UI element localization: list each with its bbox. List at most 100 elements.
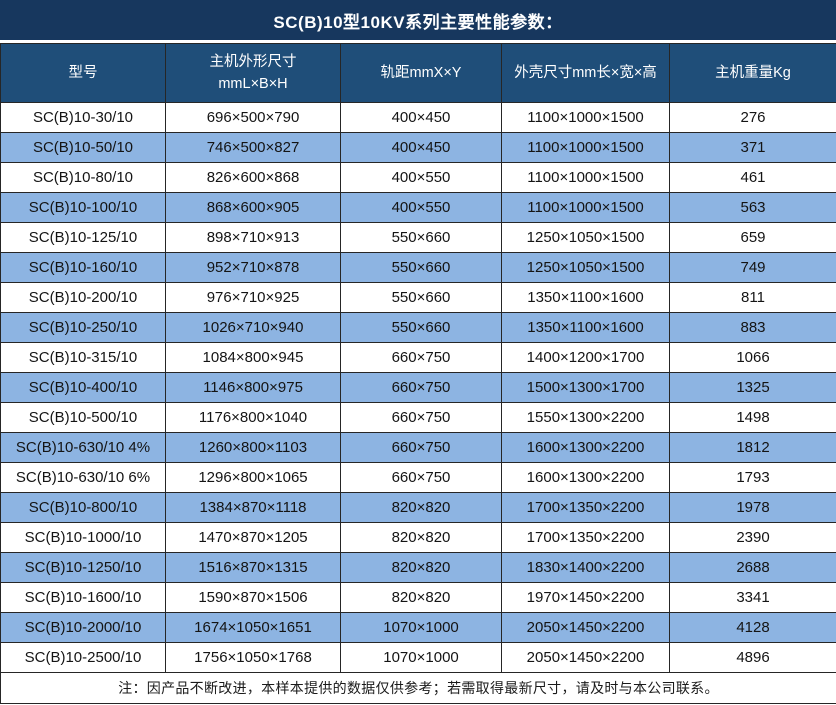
host-weight-cell: 883 xyxy=(670,313,836,343)
table-row: SC(B)10-100/10868×600×905400×5501100×100… xyxy=(1,193,836,223)
shell-dimensions-cell: 2050×1450×2200 xyxy=(502,643,670,673)
shell-dimensions-cell: 1250×1050×1500 xyxy=(502,223,670,253)
rail-gauge-cell: 400×450 xyxy=(341,103,502,133)
disclaimer-note: 注：因产品不断改进，本样本提供的数据仅供参考；若需取得最新尺寸，请及时与本公司联… xyxy=(1,673,836,704)
host-dimensions-cell: 1674×1050×1651 xyxy=(166,613,341,643)
model-cell: SC(B)10-125/10 xyxy=(1,223,166,253)
table-row: SC(B)10-80/10826×600×868400×5501100×1000… xyxy=(1,163,836,193)
rail-gauge-cell: 820×820 xyxy=(341,493,502,523)
host-weight-cell: 371 xyxy=(670,133,836,163)
table-row: SC(B)10-2000/101674×1050×16511070×100020… xyxy=(1,613,836,643)
shell-dimensions-cell: 1100×1000×1500 xyxy=(502,133,670,163)
shell-dimensions-cell: 1250×1050×1500 xyxy=(502,253,670,283)
table-row: SC(B)10-800/101384×870×1118820×8201700×1… xyxy=(1,493,836,523)
column-header-model: 型号 xyxy=(1,44,166,103)
model-cell: SC(B)10-200/10 xyxy=(1,283,166,313)
rail-gauge-cell: 400×550 xyxy=(341,163,502,193)
shell-dimensions-cell: 1550×1300×2200 xyxy=(502,403,670,433)
shell-dimensions-cell: 1600×1300×2200 xyxy=(502,463,670,493)
host-weight-cell: 1325 xyxy=(670,373,836,403)
host-dimensions-cell: 952×710×878 xyxy=(166,253,341,283)
table-row: SC(B)10-315/101084×800×945660×7501400×12… xyxy=(1,343,836,373)
host-weight-cell: 1066 xyxy=(670,343,836,373)
shell-dimensions-cell: 1400×1200×1700 xyxy=(502,343,670,373)
table-row: SC(B)10-1600/101590×870×1506820×8201970×… xyxy=(1,583,836,613)
table-row: SC(B)10-1000/101470×870×1205820×8201700×… xyxy=(1,523,836,553)
host-weight-cell: 461 xyxy=(670,163,836,193)
shell-dimensions-cell: 1830×1400×2200 xyxy=(502,553,670,583)
column-header-shell-dimensions: 外壳尺寸mm长×宽×高 xyxy=(502,44,670,103)
host-dimensions-cell: 826×600×868 xyxy=(166,163,341,193)
rail-gauge-cell: 660×750 xyxy=(341,373,502,403)
host-dimensions-cell: 1756×1050×1768 xyxy=(166,643,341,673)
host-dimensions-cell: 1516×870×1315 xyxy=(166,553,341,583)
table-row: SC(B)10-630/10 6%1296×800×1065660×750160… xyxy=(1,463,836,493)
model-cell: SC(B)10-400/10 xyxy=(1,373,166,403)
host-dimensions-cell: 696×500×790 xyxy=(166,103,341,133)
host-dimensions-cell: 1296×800×1065 xyxy=(166,463,341,493)
spec-table-header: 型号 主机外形尺寸 mmL×B×H 轨距mmX×Y 外壳尺寸mm长×宽×高 主机… xyxy=(1,44,836,103)
model-cell: SC(B)10-1600/10 xyxy=(1,583,166,613)
model-cell: SC(B)10-2000/10 xyxy=(1,613,166,643)
spec-sheet-page: SC(B)10型10KV系列主要性能参数： 型号 主机外形尺寸 mmL×B×H … xyxy=(0,0,836,705)
host-dimensions-cell: 868×600×905 xyxy=(166,193,341,223)
column-header-host-weight: 主机重量Kg xyxy=(670,44,836,103)
spec-table: 型号 主机外形尺寸 mmL×B×H 轨距mmX×Y 外壳尺寸mm长×宽×高 主机… xyxy=(0,43,836,704)
shell-dimensions-cell: 1500×1300×1700 xyxy=(502,373,670,403)
shell-dimensions-cell: 1350×1100×1600 xyxy=(502,283,670,313)
table-row: SC(B)10-125/10898×710×913550×6601250×105… xyxy=(1,223,836,253)
rail-gauge-cell: 1070×1000 xyxy=(341,613,502,643)
host-dimensions-cell: 1176×800×1040 xyxy=(166,403,341,433)
table-row: SC(B)10-250/101026×710×940550×6601350×11… xyxy=(1,313,836,343)
table-row: SC(B)10-2500/101756×1050×17681070×100020… xyxy=(1,643,836,673)
host-weight-cell: 3341 xyxy=(670,583,836,613)
model-cell: SC(B)10-800/10 xyxy=(1,493,166,523)
column-header-host-dimensions: 主机外形尺寸 mmL×B×H xyxy=(166,44,341,103)
table-row: SC(B)10-630/10 4%1260×800×1103660×750160… xyxy=(1,433,836,463)
model-cell: SC(B)10-250/10 xyxy=(1,313,166,343)
column-header-rail-gauge: 轨距mmX×Y xyxy=(341,44,502,103)
host-weight-cell: 276 xyxy=(670,103,836,133)
table-row: SC(B)10-400/101146×800×975660×7501500×13… xyxy=(1,373,836,403)
rail-gauge-cell: 550×660 xyxy=(341,283,502,313)
host-weight-cell: 2688 xyxy=(670,553,836,583)
shell-dimensions-cell: 1100×1000×1500 xyxy=(502,193,670,223)
host-weight-cell: 4896 xyxy=(670,643,836,673)
shell-dimensions-cell: 1100×1000×1500 xyxy=(502,103,670,133)
table-row: SC(B)10-1250/101516×870×1315820×8201830×… xyxy=(1,553,836,583)
note-row: 注：因产品不断改进，本样本提供的数据仅供参考；若需取得最新尺寸，请及时与本公司联… xyxy=(1,673,836,704)
shell-dimensions-cell: 1100×1000×1500 xyxy=(502,163,670,193)
rail-gauge-cell: 400×450 xyxy=(341,133,502,163)
host-weight-cell: 659 xyxy=(670,223,836,253)
host-dimensions-cell: 1146×800×975 xyxy=(166,373,341,403)
table-row: SC(B)10-50/10746×500×827400×4501100×1000… xyxy=(1,133,836,163)
model-cell: SC(B)10-630/10 4% xyxy=(1,433,166,463)
rail-gauge-cell: 550×660 xyxy=(341,253,502,283)
model-cell: SC(B)10-630/10 6% xyxy=(1,463,166,493)
shell-dimensions-cell: 2050×1450×2200 xyxy=(502,613,670,643)
host-weight-cell: 749 xyxy=(670,253,836,283)
table-row: SC(B)10-200/10976×710×925550×6601350×110… xyxy=(1,283,836,313)
model-cell: SC(B)10-2500/10 xyxy=(1,643,166,673)
rail-gauge-cell: 660×750 xyxy=(341,463,502,493)
host-weight-cell: 563 xyxy=(670,193,836,223)
host-dimensions-cell: 746×500×827 xyxy=(166,133,341,163)
shell-dimensions-cell: 1700×1350×2200 xyxy=(502,523,670,553)
model-cell: SC(B)10-80/10 xyxy=(1,163,166,193)
rail-gauge-cell: 550×660 xyxy=(341,223,502,253)
host-weight-cell: 2390 xyxy=(670,523,836,553)
table-row: SC(B)10-30/10696×500×790400×4501100×1000… xyxy=(1,103,836,133)
host-dimensions-cell: 1470×870×1205 xyxy=(166,523,341,553)
shell-dimensions-cell: 1970×1450×2200 xyxy=(502,583,670,613)
rail-gauge-cell: 820×820 xyxy=(341,553,502,583)
rail-gauge-cell: 660×750 xyxy=(341,343,502,373)
model-cell: SC(B)10-500/10 xyxy=(1,403,166,433)
rail-gauge-cell: 660×750 xyxy=(341,403,502,433)
shell-dimensions-cell: 1350×1100×1600 xyxy=(502,313,670,343)
model-cell: SC(B)10-315/10 xyxy=(1,343,166,373)
model-cell: SC(B)10-1000/10 xyxy=(1,523,166,553)
host-dimensions-cell: 976×710×925 xyxy=(166,283,341,313)
model-cell: SC(B)10-1250/10 xyxy=(1,553,166,583)
model-cell: SC(B)10-50/10 xyxy=(1,133,166,163)
rail-gauge-cell: 660×750 xyxy=(341,433,502,463)
